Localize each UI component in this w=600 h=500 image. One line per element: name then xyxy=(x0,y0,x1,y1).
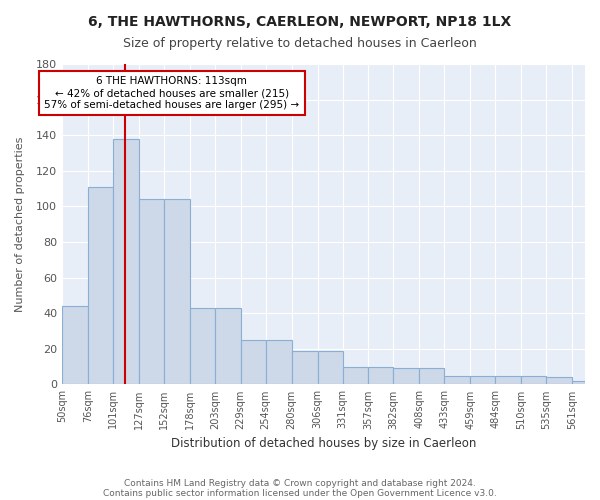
Bar xyxy=(241,340,266,384)
Y-axis label: Number of detached properties: Number of detached properties xyxy=(15,136,25,312)
Bar xyxy=(368,366,394,384)
Bar xyxy=(495,376,521,384)
Bar xyxy=(444,376,470,384)
Bar xyxy=(546,378,572,384)
Bar xyxy=(266,340,292,384)
X-axis label: Distribution of detached houses by size in Caerleon: Distribution of detached houses by size … xyxy=(171,437,476,450)
Bar xyxy=(190,308,215,384)
Text: Contains HM Land Registry data © Crown copyright and database right 2024.: Contains HM Land Registry data © Crown c… xyxy=(124,478,476,488)
Bar xyxy=(62,306,88,384)
Bar xyxy=(419,368,444,384)
Bar xyxy=(113,139,139,384)
Text: 6 THE HAWTHORNS: 113sqm
← 42% of detached houses are smaller (215)
57% of semi-d: 6 THE HAWTHORNS: 113sqm ← 42% of detache… xyxy=(44,76,299,110)
Bar xyxy=(164,200,190,384)
Bar xyxy=(521,376,546,384)
Bar xyxy=(343,366,368,384)
Text: Size of property relative to detached houses in Caerleon: Size of property relative to detached ho… xyxy=(123,38,477,51)
Text: Contains public sector information licensed under the Open Government Licence v3: Contains public sector information licen… xyxy=(103,488,497,498)
Bar xyxy=(215,308,241,384)
Bar xyxy=(292,350,317,384)
Text: 6, THE HAWTHORNS, CAERLEON, NEWPORT, NP18 1LX: 6, THE HAWTHORNS, CAERLEON, NEWPORT, NP1… xyxy=(88,15,512,29)
Bar xyxy=(470,376,495,384)
Bar xyxy=(88,187,113,384)
Bar xyxy=(139,200,164,384)
Bar xyxy=(394,368,419,384)
Bar xyxy=(572,381,598,384)
Bar xyxy=(317,350,343,384)
